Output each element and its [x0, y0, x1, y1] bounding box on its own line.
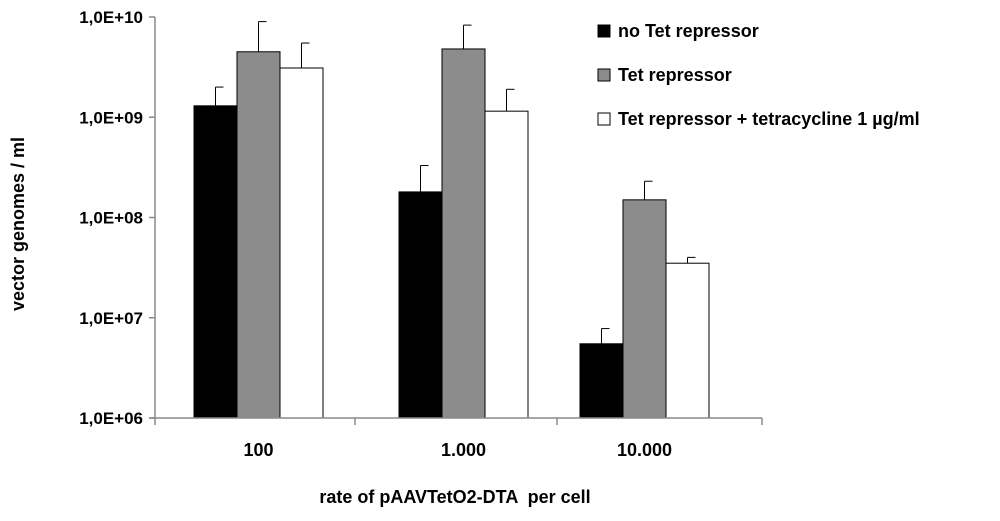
- legend-swatch: [597, 24, 611, 38]
- bar: [441, 48, 486, 419]
- y-tick-label: 1,0E+07: [79, 309, 143, 328]
- legend-swatch: [597, 112, 611, 126]
- y-tick-label: 1,0E+09: [79, 108, 143, 127]
- bar: [665, 262, 710, 419]
- bar: [622, 199, 667, 419]
- y-axis-title: vector genomes / ml: [8, 137, 28, 311]
- legend: no Tet repressor Tet repressor Tet repress…: [597, 21, 920, 129]
- bar: [398, 191, 443, 419]
- x-tick-labels-layer: 100 1.000 10.000: [243, 440, 672, 460]
- x-tick-label: 100: [243, 440, 273, 460]
- bar: [579, 343, 624, 419]
- bar: [193, 105, 238, 419]
- bar: [484, 110, 529, 419]
- x-tick-label: 10.000: [617, 440, 672, 460]
- legend-label: Tet repressor: [618, 65, 732, 85]
- x-ticks-layer: [154, 418, 763, 425]
- x-axis-title: rate of pAAVTetO2-DTA per cell: [319, 487, 590, 507]
- y-ticks-layer: 1,0E+06 1,0E+07 1,0E+08 1,0E+09 1,0E+10: [79, 8, 155, 428]
- y-tick-label: 1,0E+10: [79, 8, 143, 27]
- bar: [279, 67, 324, 419]
- bars-layer: [193, 48, 710, 419]
- legend-label: no Tet repressor: [618, 21, 759, 41]
- y-tick-label: 1,0E+06: [79, 409, 143, 428]
- x-tick-label: 1.000: [441, 440, 486, 460]
- legend-swatch: [597, 68, 611, 82]
- legend-label: Tet repressor + tetracycline 1 µg/ml: [618, 109, 920, 129]
- error-bars-layer: [215, 21, 696, 344]
- y-tick-label: 1,0E+08: [79, 209, 143, 228]
- bar: [236, 51, 281, 419]
